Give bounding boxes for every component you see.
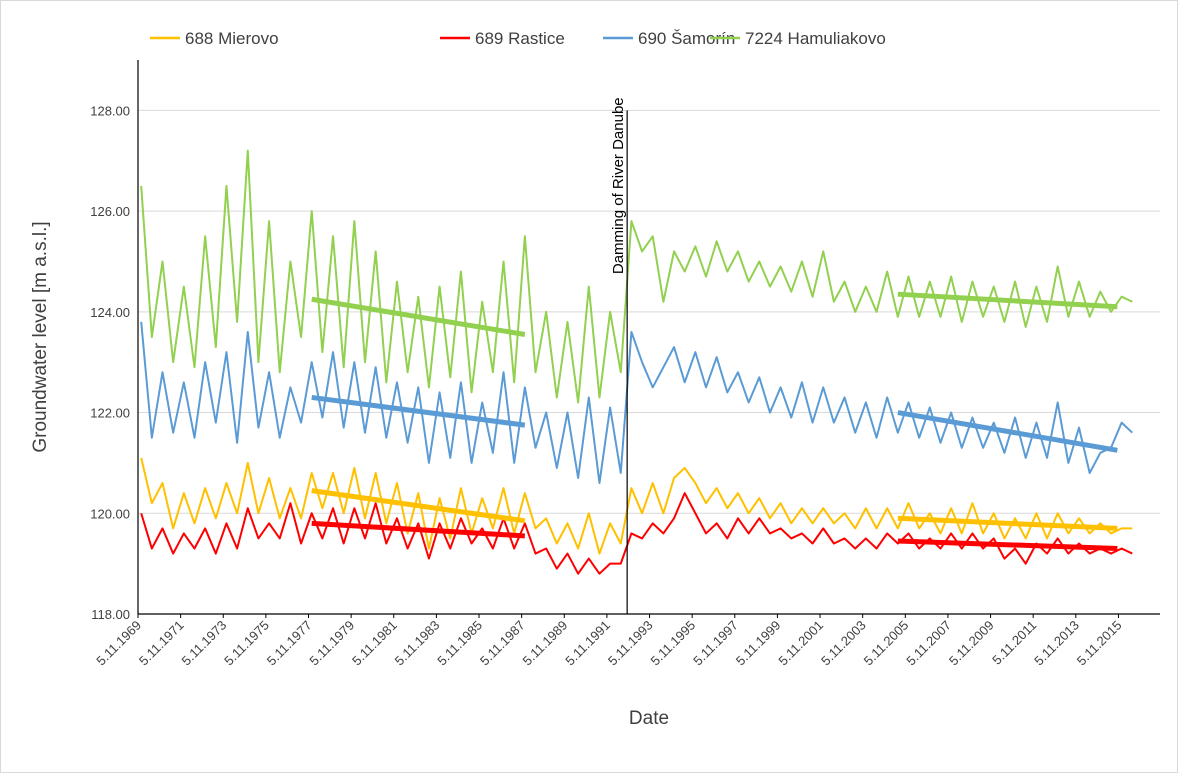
trend-line <box>897 538 1118 552</box>
y-tick-label: 128.00 <box>90 103 130 118</box>
y-axis-title: Groundwater level [m a.s.l.] <box>30 221 51 452</box>
trend-line <box>311 520 525 539</box>
trend-line <box>311 488 526 524</box>
legend-label: 688 Mierovo <box>185 29 279 48</box>
x-axis-title: Date <box>629 708 669 729</box>
y-tick-label: 120.00 <box>90 506 130 521</box>
series-line <box>140 149 1133 404</box>
trend-line <box>897 291 1118 310</box>
trend-line <box>897 515 1118 531</box>
y-tick-label: 124.00 <box>90 305 130 320</box>
trend-line <box>311 296 526 337</box>
series-line <box>140 321 1133 485</box>
series-line <box>140 457 1133 555</box>
legend-label: 7224 Hamuliakovo <box>745 29 886 48</box>
annotation-label: Damming of River Danube <box>610 97 627 274</box>
trend-line <box>311 394 526 428</box>
legend-label: 689 Rastice <box>475 29 565 48</box>
legend-label: 690 Šamorín <box>638 29 735 48</box>
y-tick-label: 126.00 <box>90 204 130 219</box>
trend-line <box>897 410 1118 453</box>
y-tick-label: 118.00 <box>91 607 130 622</box>
y-tick-label: 122.00 <box>90 406 130 421</box>
